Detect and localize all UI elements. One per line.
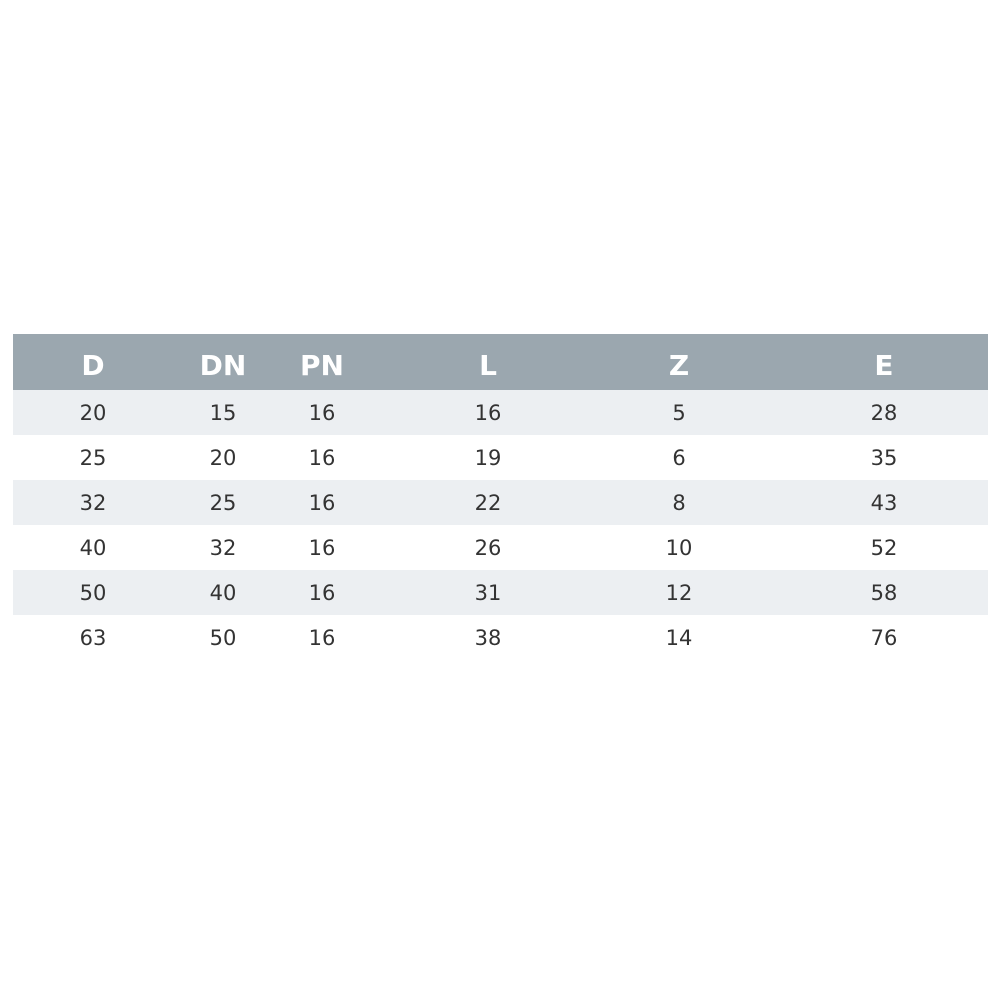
column-header: L (479, 348, 497, 382)
table-cell: 6 (672, 445, 686, 470)
table-cell: 5 (672, 400, 686, 425)
table-cell: 76 (870, 625, 898, 650)
table-cell: 25 (209, 490, 237, 515)
table-cell: 32 (79, 490, 107, 515)
table-cell: 31 (474, 580, 502, 605)
table-row: 50 40 16 31 12 58 (13, 570, 988, 615)
table-cell: 40 (79, 535, 107, 560)
table-cell: 50 (209, 625, 237, 650)
table-cell: 16 (308, 535, 336, 560)
table-cell: 63 (79, 625, 107, 650)
table-cell: 26 (474, 535, 502, 560)
dimensions-table: D DN PN L Z E 20 15 16 16 5 28 25 20 16 19 6 35 32 25 16 22 8 4… (13, 334, 988, 660)
table-cell: 16 (308, 445, 336, 470)
table-row: 20 15 16 16 5 28 (13, 390, 988, 435)
table-cell: 28 (870, 400, 898, 425)
table-cell: 10 (665, 535, 693, 560)
table-cell: 16 (308, 490, 336, 515)
column-header: DN (199, 348, 247, 382)
table-cell: 50 (79, 580, 107, 605)
table-cell: 58 (870, 580, 898, 605)
table-row: 32 25 16 22 8 43 (13, 480, 988, 525)
table-cell: 16 (308, 400, 336, 425)
table-cell: 16 (308, 625, 336, 650)
table-cell: 25 (79, 445, 107, 470)
table-row: 63 50 16 38 14 76 (13, 615, 988, 660)
table-cell: 35 (870, 445, 898, 470)
table-cell: 52 (870, 535, 898, 560)
table-cell: 32 (209, 535, 237, 560)
table-cell: 22 (474, 490, 502, 515)
table-cell: 19 (474, 445, 502, 470)
table-cell: 40 (209, 580, 237, 605)
header-row: D DN PN L Z E (13, 334, 988, 390)
table-cell: 8 (672, 490, 686, 515)
table-row: 25 20 16 19 6 35 (13, 435, 988, 480)
column-header: Z (668, 348, 690, 382)
table-cell: 20 (209, 445, 237, 470)
table-cell: 20 (79, 400, 107, 425)
table-cell: 38 (474, 625, 502, 650)
table-cell: 15 (209, 400, 237, 425)
column-header: D (81, 348, 105, 382)
table-cell: 16 (474, 400, 502, 425)
table-cell: 16 (308, 580, 336, 605)
column-header: PN (300, 348, 344, 382)
table-row: 40 32 16 26 10 52 (13, 525, 988, 570)
table-cell: 43 (870, 490, 898, 515)
column-header: E (874, 348, 894, 382)
table-cell: 14 (665, 625, 693, 650)
table-cell: 12 (665, 580, 693, 605)
